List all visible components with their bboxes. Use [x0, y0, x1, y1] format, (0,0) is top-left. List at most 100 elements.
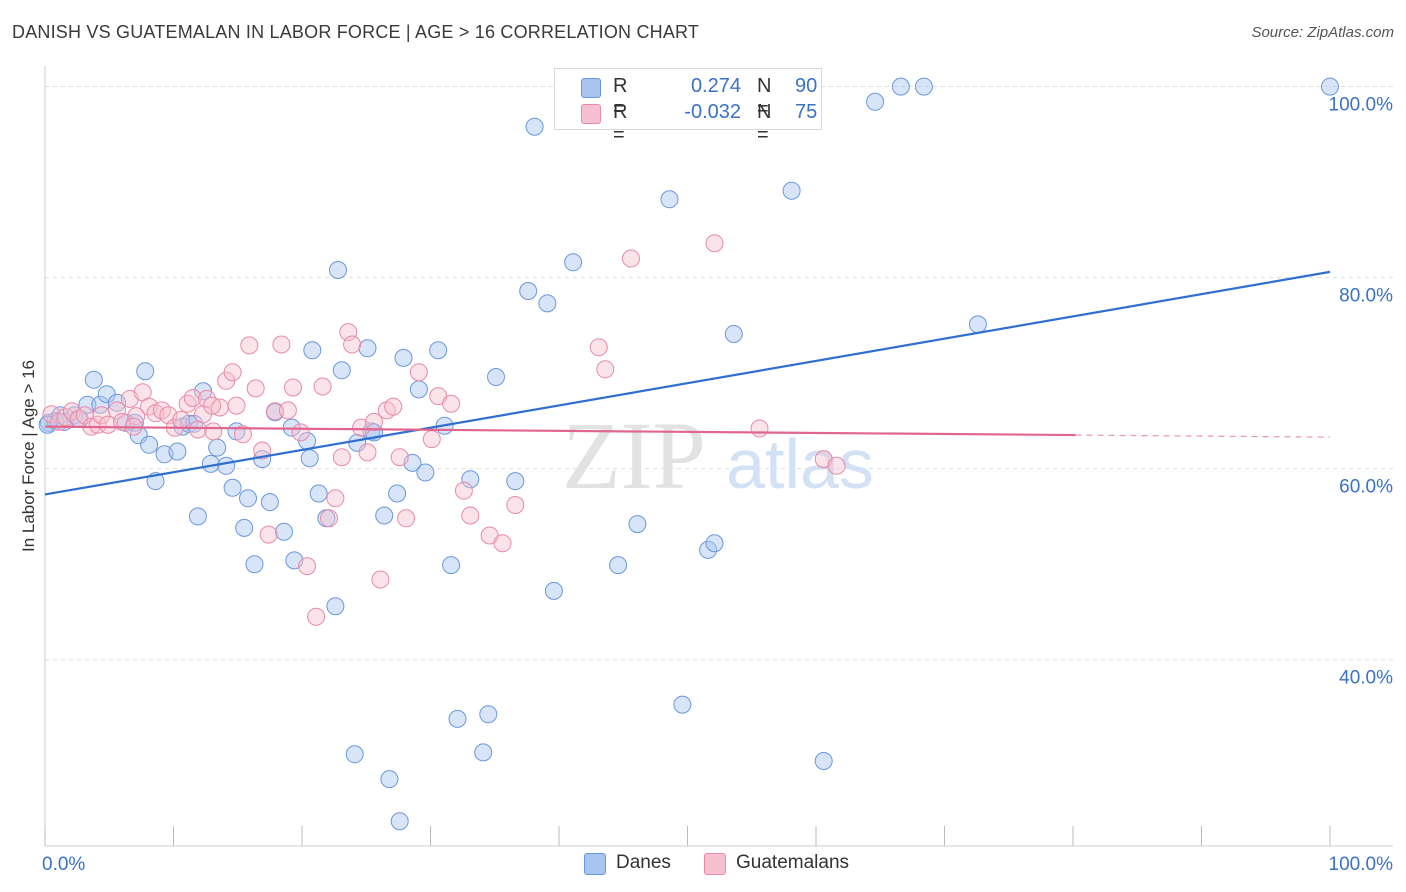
- x-tick-label: 100.0%: [1329, 854, 1394, 875]
- guatemalans-point: [454, 481, 473, 500]
- n-label: N =: [757, 101, 772, 146]
- danes-point: [208, 438, 227, 457]
- guatemalans-point: [750, 419, 769, 438]
- danes-point: [448, 709, 467, 728]
- danes-trend-line: [44, 270, 1331, 496]
- danes-point: [345, 745, 364, 764]
- guatemalans-point: [384, 397, 403, 416]
- danes-point: [609, 556, 628, 575]
- legend-label: Danes: [616, 852, 671, 873]
- guatemalans-point: [390, 448, 409, 467]
- danes-point: [429, 341, 448, 360]
- guatemalans-point: [204, 422, 223, 441]
- guatemalans-point: [705, 234, 724, 253]
- danes-point: [358, 339, 377, 358]
- danes-point: [380, 770, 399, 789]
- danes-point: [474, 743, 493, 762]
- danes-point: [303, 341, 322, 360]
- y-tick-label: 40.0%: [1339, 668, 1393, 689]
- n-value: 90: [795, 75, 818, 97]
- guatemalans-point: [272, 335, 291, 354]
- danes-point: [699, 540, 718, 559]
- guatemalans-point: [240, 336, 259, 355]
- danes-point: [329, 261, 347, 279]
- danes-point: [442, 556, 461, 575]
- guatemalans-point: [108, 401, 126, 420]
- danes-point: [724, 325, 743, 343]
- r-value: -0.032: [684, 101, 741, 123]
- r-value: 0.274: [690, 75, 741, 97]
- danes-point: [1321, 77, 1339, 96]
- guatemalans-point: [178, 394, 197, 413]
- guatemalans-point: [266, 402, 284, 421]
- legend-label: Guatemalans: [736, 852, 850, 873]
- watermark-zip: ZIP: [562, 402, 706, 509]
- guatemalans-point: [827, 456, 846, 475]
- guatemalans-point: [253, 441, 272, 460]
- danes-point: [394, 348, 413, 367]
- guatemalans-point: [227, 396, 246, 415]
- source-credit: Source: ZipAtlas.com: [1251, 24, 1394, 41]
- danes-point: [375, 506, 394, 525]
- guatemalans-point: [343, 335, 362, 354]
- guatemalans-point: [233, 425, 252, 444]
- danes-point: [525, 117, 544, 136]
- r-label: R =: [613, 101, 628, 146]
- chart-title: DANISH VS GUATEMALAN IN LABOR FORCE | AG…: [12, 22, 700, 42]
- guatemalans-point: [203, 396, 222, 415]
- guatemalans-point: [259, 525, 278, 544]
- danes-point: [544, 581, 563, 600]
- danes-point: [168, 442, 187, 461]
- danes-point: [705, 534, 724, 553]
- danes-point: [38, 415, 57, 434]
- guatemalans-swatch: [704, 853, 726, 875]
- y-tick-label: 100.0%: [1329, 95, 1394, 116]
- guatemalans-point: [442, 394, 461, 413]
- guatemalans-trend-line: [44, 425, 1076, 437]
- guatemalans-point: [313, 377, 332, 396]
- guatemalans-point: [326, 489, 345, 508]
- danes-point: [84, 370, 103, 389]
- danes-point: [416, 463, 435, 482]
- danes-point: [660, 190, 679, 209]
- legend-stats: R = 0.274 N = 90 R = -0.032 N = 75: [554, 68, 822, 146]
- danes-point: [217, 456, 236, 475]
- guatemalans-trend-line-extension: [1075, 434, 1331, 438]
- n-label: N =: [757, 75, 772, 120]
- x-tick-label: 0.0%: [42, 854, 85, 875]
- danes-point: [275, 522, 293, 541]
- danes-point: [239, 489, 257, 508]
- guatemalans-point: [596, 360, 615, 379]
- guatemalans-point: [291, 423, 310, 442]
- watermark: ZIP atlas: [562, 402, 874, 509]
- danes-point: [326, 597, 345, 616]
- guatemalans-point: [246, 379, 265, 398]
- guatemalans-point: [284, 378, 302, 397]
- guatemalans-point: [506, 496, 525, 514]
- guatemalans-point: [589, 338, 608, 357]
- danes-point: [866, 92, 885, 111]
- danes-point: [538, 294, 557, 313]
- guatemalans-point: [127, 407, 146, 426]
- danes-point: [78, 395, 97, 414]
- danes-point: [223, 478, 242, 497]
- danes-point: [891, 77, 910, 96]
- danes-point: [814, 752, 833, 770]
- danes-point: [245, 555, 264, 574]
- danes-point: [140, 435, 159, 454]
- n-value: 75: [795, 101, 818, 123]
- guatemalans-swatch: [581, 104, 601, 124]
- y-tick-label: 80.0%: [1339, 286, 1393, 307]
- guatemalans-point: [622, 249, 640, 268]
- trend-lines: [44, 270, 1331, 496]
- danes-point: [968, 315, 987, 334]
- guatemalans-point: [371, 570, 390, 589]
- watermark-atlas: atlas: [726, 425, 874, 503]
- guatemalans-point: [223, 363, 242, 382]
- guatemalans-point: [99, 415, 117, 434]
- danes-point: [519, 282, 538, 300]
- danes-point: [235, 518, 254, 537]
- danes-point: [487, 368, 505, 386]
- guatemalans-point: [172, 410, 191, 429]
- guatemalans-point: [183, 389, 202, 407]
